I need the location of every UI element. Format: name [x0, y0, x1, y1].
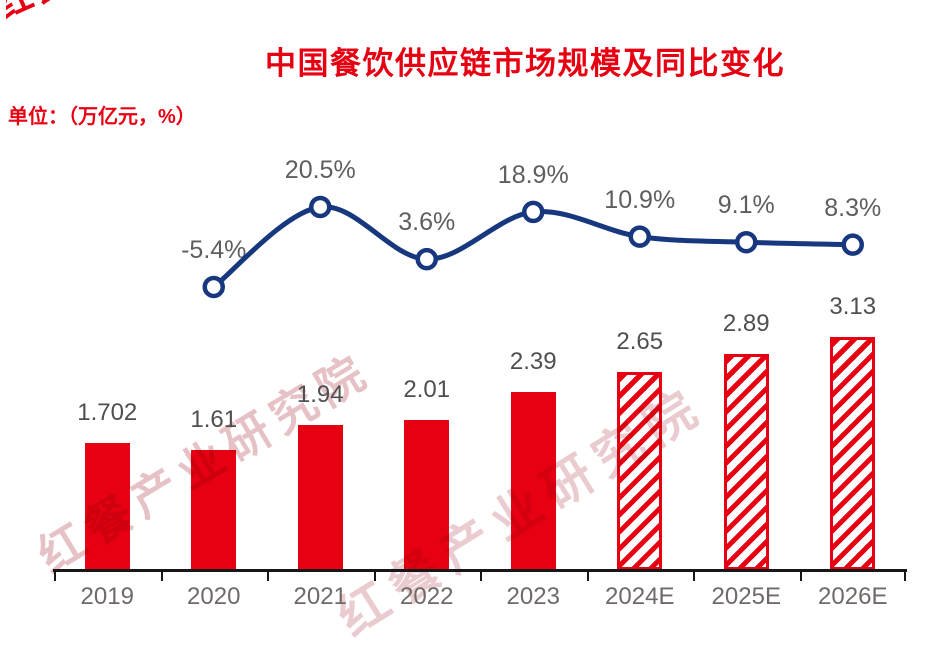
axis-tick: [693, 569, 695, 581]
axis-tick: [799, 569, 802, 581]
yoy-label: 9.1%: [717, 191, 775, 220]
year-label-2025E: 2025E: [711, 583, 781, 610]
year-label-2022: 2022: [400, 583, 454, 610]
axis-tick: [904, 569, 906, 581]
bar-value-label-2025E: 2.89: [722, 310, 770, 338]
yoy-marker: [202, 275, 225, 299]
bar-2026E: [830, 336, 876, 570]
year-label-2021: 2021: [293, 583, 347, 610]
axis-tick: [267, 569, 269, 581]
bar-2021: [297, 425, 343, 570]
yoy-marker: [735, 230, 758, 254]
yoy-label: -5.4%: [181, 235, 247, 264]
yoy-marker: [309, 195, 332, 219]
year-label-2023: 2023: [506, 583, 560, 610]
year-label-2019: 2019: [80, 583, 134, 610]
bar-2025E: [723, 354, 769, 570]
bar-2022: [404, 420, 450, 570]
year-label-2024E: 2024E: [605, 583, 675, 610]
axis-tick: [54, 569, 56, 581]
chart-title: 中国餐饮供应链市场规模及同比变化: [265, 46, 785, 81]
axis-tick: [373, 569, 376, 581]
red-stamp-text: 红餐: [6, 0, 52, 27]
yoy-label: 18.9%: [497, 160, 569, 189]
bar-2023: [510, 391, 556, 570]
axis-tick: [160, 569, 163, 581]
year-label-2020: 2020: [187, 583, 241, 610]
bar-2020: [191, 449, 237, 570]
bar-value-label-2023: 2.39: [509, 347, 557, 375]
yoy-label: 10.9%: [604, 185, 676, 214]
bar-value-label-2020: 1.61: [190, 405, 238, 433]
yoy-label: 8.3%: [824, 193, 882, 222]
axis-tick: [480, 569, 482, 581]
year-label-2026E: 2026E: [818, 583, 888, 610]
yoy-label: 20.5%: [284, 155, 356, 184]
yoy-marker: [522, 200, 545, 224]
yoy-marker: [415, 247, 438, 271]
bar-value-label-2026E: 3.13: [829, 292, 877, 320]
bar-value-label-2019: 1.702: [77, 399, 138, 427]
red-stamp-logo-icon: 红餐: [6, 0, 52, 30]
bar-value-label-2022: 2.01: [403, 376, 451, 404]
axis-tick: [586, 569, 589, 581]
bar-value-label-2024E: 2.65: [616, 328, 664, 356]
yoy-marker: [841, 233, 864, 256]
bar-2019: [84, 443, 130, 570]
unit-label: 单位：（万亿元，%）: [8, 106, 196, 128]
yoy-label: 3.6%: [398, 208, 456, 237]
yoy-marker: [628, 225, 651, 248]
bar-value-label-2021: 1.94: [296, 381, 344, 409]
bar-2024E: [617, 372, 663, 570]
